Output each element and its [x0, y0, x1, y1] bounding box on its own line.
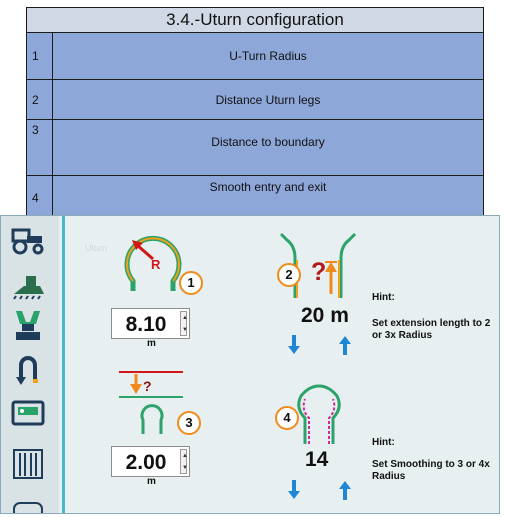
ghost-label: Uturn — [85, 243, 108, 253]
badge-4: 4 — [275, 406, 299, 430]
stepper-down-icon[interactable]: ▼ — [182, 465, 188, 471]
table-title: 3.4.-Uturn configuration — [26, 7, 484, 33]
stepper-up-icon[interactable]: ▲ — [182, 453, 188, 459]
radius-stepper[interactable]: ▲ ▼ — [180, 311, 188, 336]
boundary-question: ? — [143, 378, 152, 394]
more-icon[interactable] — [10, 499, 46, 514]
row-label: U-Turn Radius — [52, 32, 484, 80]
implement-icon[interactable] — [10, 266, 46, 300]
uturn-config-table: 3.4.-Uturn configuration 1 U-Turn Radius… — [26, 7, 484, 228]
tractor-icon[interactable] — [10, 222, 46, 256]
boundary-distance-diagram — [119, 371, 183, 434]
radius-value: 8.10 — [125, 313, 167, 336]
row-label: Distance to boundary — [52, 119, 484, 176]
boundary-unit: m — [147, 476, 156, 487]
radius-input[interactable]: 8.10 ▲ ▼ — [111, 308, 190, 339]
sections-icon[interactable] — [10, 308, 46, 342]
smoothing-diagram — [297, 384, 341, 444]
table-row: 3 Distance to boundary — [26, 119, 484, 176]
badge-1: 1 — [179, 271, 203, 295]
radius-marker: R — [151, 257, 161, 272]
boundary-stepper[interactable]: ▲ ▼ — [180, 449, 188, 474]
sidebar-divider — [62, 216, 65, 513]
uturn-icon[interactable] — [10, 353, 46, 387]
table-row: 1 U-Turn Radius — [26, 32, 484, 80]
hint-2-text: Set Smoothing to 3 or 4x Radius — [372, 459, 490, 482]
row-label: Distance Uturn legs — [52, 79, 484, 120]
uturn-radius-diagram — [124, 235, 182, 291]
legs-question: ? — [311, 258, 327, 286]
row-number: 1 — [26, 32, 53, 80]
uturn-config-panel: Uturn R 1 8.10 ▲ ▼ m ? 2 20 m Hint: Set … — [0, 215, 500, 514]
stepper-down-icon[interactable]: ▼ — [182, 327, 188, 333]
stepper-up-icon[interactable]: ▲ — [182, 315, 188, 321]
boundary-icon[interactable] — [10, 446, 46, 480]
arrow-down-icon[interactable] — [287, 335, 301, 355]
boundary-value: 2.00 — [125, 451, 167, 474]
badge-2: 2 — [277, 263, 301, 287]
badge-3: 3 — [177, 411, 201, 435]
display-icon[interactable] — [10, 396, 46, 430]
hint-1-title: Hint: — [372, 292, 395, 303]
row-number: 2 — [26, 79, 53, 120]
row-number: 3 — [26, 119, 53, 176]
arrow-up-icon[interactable] — [338, 480, 352, 500]
arrow-up-icon[interactable] — [338, 335, 352, 355]
arrow-down-icon[interactable] — [287, 480, 301, 500]
table-row: 2 Distance Uturn legs — [26, 79, 484, 120]
smoothing-value: 14 — [305, 448, 329, 471]
boundary-input[interactable]: 2.00 ▲ ▼ — [111, 446, 190, 477]
sidebar — [1, 216, 59, 514]
hint-1-text: Set extension length to 2 or 3x Radius — [372, 318, 491, 341]
legs-value: 20 m — [301, 304, 349, 327]
hint-2-title: Hint: — [372, 437, 395, 448]
radius-unit: m — [147, 338, 156, 349]
table-header-row: 3.4.-Uturn configuration — [26, 7, 484, 33]
